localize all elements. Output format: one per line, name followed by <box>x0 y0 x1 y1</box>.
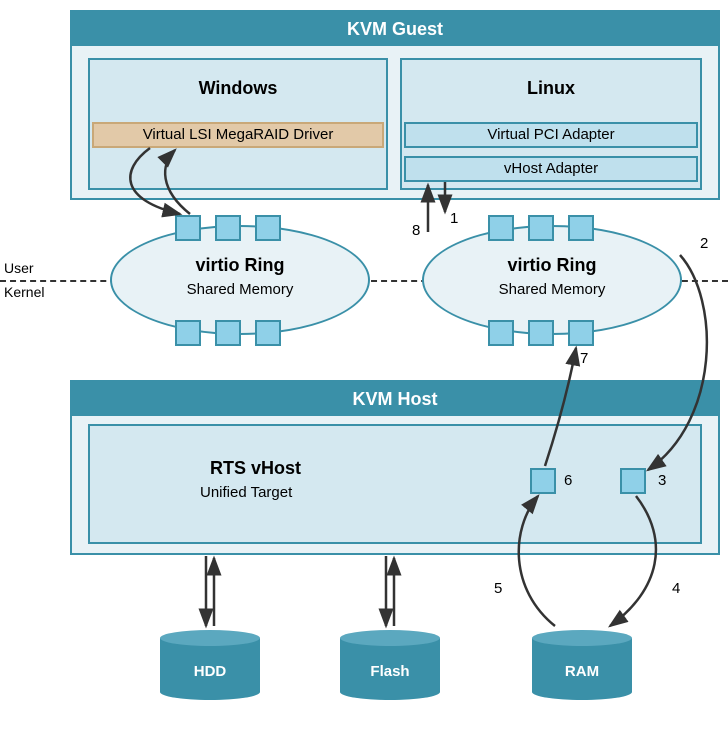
queue-slot <box>568 215 594 241</box>
queue-slot <box>528 320 554 346</box>
flash-cylinder: Flash <box>340 630 440 700</box>
step-number: 8 <box>412 222 420 239</box>
queue-slot <box>175 215 201 241</box>
rts-vhost-title: RTS vHost <box>210 458 301 479</box>
queue-slot <box>530 468 556 494</box>
ram-cylinder: RAM <box>532 630 632 700</box>
queue-slot <box>488 215 514 241</box>
kvm-guest-header: KVM Guest <box>72 12 718 46</box>
ram-label: RAM <box>532 642 632 700</box>
queue-slot <box>568 320 594 346</box>
step-number: 7 <box>580 350 588 367</box>
queue-slot <box>215 215 241 241</box>
lsi-driver-label: Virtual LSI MegaRAID Driver <box>94 126 382 143</box>
rts-vhost-box: RTS vHost Unified Target <box>88 424 702 544</box>
virtio-ring-left-title: virtio Ring <box>112 255 368 276</box>
virtio-ring-right: virtio Ring Shared Memory <box>422 225 682 335</box>
hdd-label: HDD <box>160 642 260 700</box>
kernel-label: Kernel <box>4 284 44 300</box>
step-number: 5 <box>494 580 502 597</box>
step-number: 3 <box>658 472 666 489</box>
kvm-architecture-diagram: KVM Guest Windows Virtual LSI MegaRAID D… <box>0 0 728 741</box>
step-number: 2 <box>700 235 708 252</box>
flash-label: Flash <box>340 642 440 700</box>
kvm-host-header: KVM Host <box>72 382 718 416</box>
virtio-ring-right-sub: Shared Memory <box>424 281 680 298</box>
rts-vhost-sub: Unified Target <box>200 484 292 501</box>
vhost-adapter-bar: vHost Adapter <box>404 156 698 182</box>
step-number: 6 <box>564 472 572 489</box>
windows-title: Windows <box>90 78 386 99</box>
queue-slot <box>255 320 281 346</box>
queue-slot <box>620 468 646 494</box>
lsi-driver-bar: Virtual LSI MegaRAID Driver <box>92 122 384 148</box>
virtio-ring-left: virtio Ring Shared Memory <box>110 225 370 335</box>
queue-slot <box>528 215 554 241</box>
linux-title: Linux <box>402 78 700 99</box>
pci-adapter-label: Virtual PCI Adapter <box>406 126 696 143</box>
user-label: User <box>4 260 34 276</box>
step-number: 1 <box>450 210 458 227</box>
virtio-ring-left-sub: Shared Memory <box>112 281 368 298</box>
vhost-adapter-label: vHost Adapter <box>406 160 696 177</box>
virtio-ring-right-title: virtio Ring <box>424 255 680 276</box>
queue-slot <box>488 320 514 346</box>
queue-slot <box>255 215 281 241</box>
step-number: 4 <box>672 580 680 597</box>
hdd-cylinder: HDD <box>160 630 260 700</box>
queue-slot <box>215 320 241 346</box>
queue-slot <box>175 320 201 346</box>
pci-adapter-bar: Virtual PCI Adapter <box>404 122 698 148</box>
